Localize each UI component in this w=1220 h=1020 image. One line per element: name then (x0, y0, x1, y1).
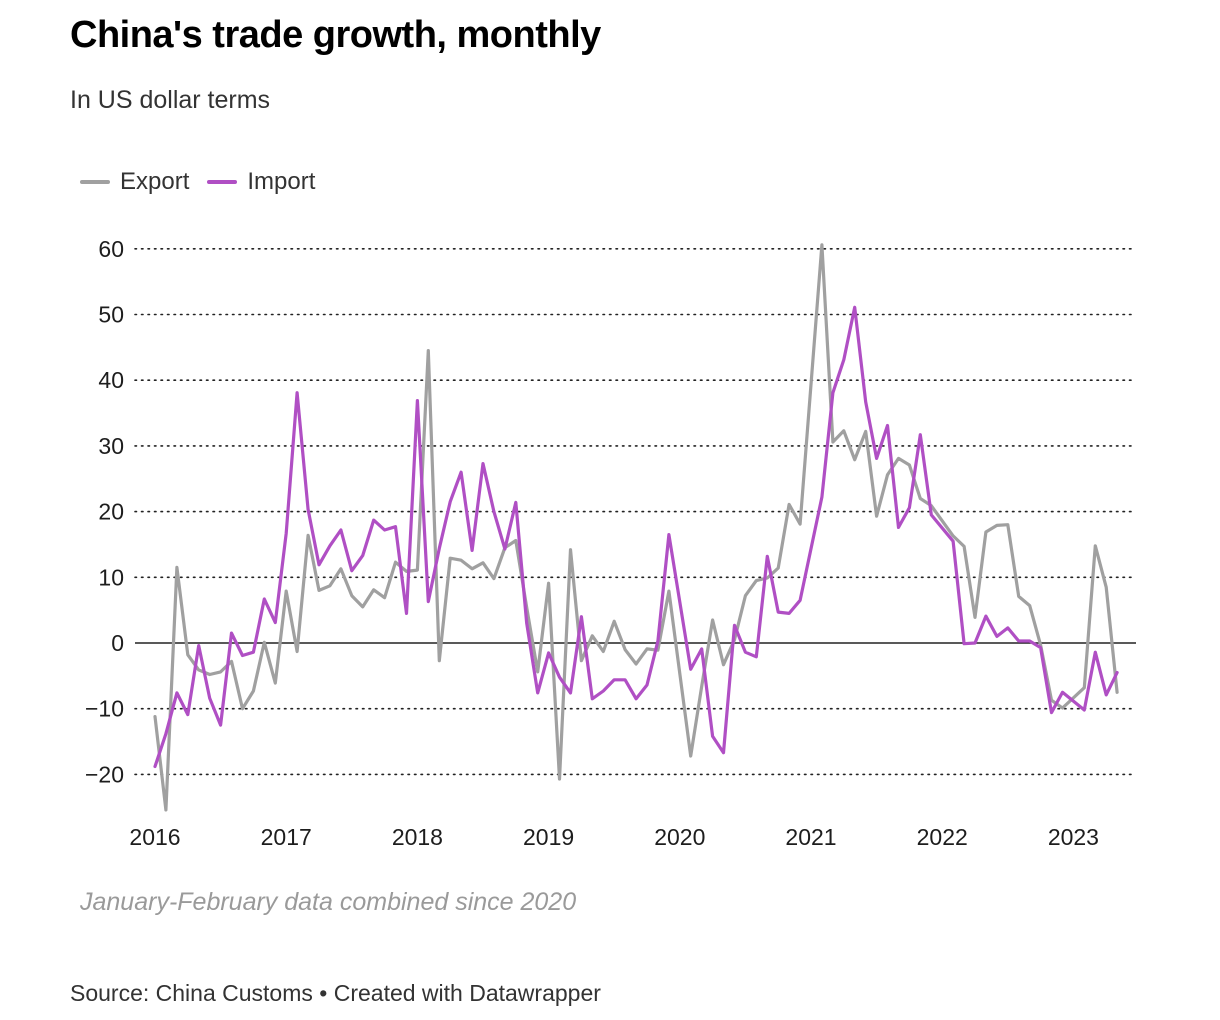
series-line-export (153, 243, 1119, 812)
y-tick-label: 50 (98, 302, 124, 328)
chart-title: China's trade growth, monthly (70, 14, 601, 56)
x-tick-label: 2023 (1048, 824, 1099, 850)
y-axis-labels: 60 50 40 30 20 10 0 −10 −20 (85, 236, 124, 788)
legend-item-export: Export (80, 168, 189, 196)
y-tick-label: 10 (98, 564, 124, 590)
y-tick-label: 20 (98, 499, 124, 525)
x-tick-label: 2021 (785, 824, 836, 850)
legend-swatch-export (80, 180, 110, 184)
x-axis-labels: 2016 2017 2018 2019 2020 2021 2022 2023 (129, 824, 1099, 850)
legend-label-import: Import (247, 168, 316, 195)
chart-note: January-February data combined since 202… (80, 888, 577, 916)
y-tick-label: 40 (98, 367, 124, 393)
y-tick-label: 0 (111, 630, 124, 656)
legend-swatch-import (207, 180, 238, 184)
x-tick-label: 2016 (129, 824, 180, 850)
x-tick-label: 2019 (523, 824, 574, 850)
y-tick-label: −10 (85, 696, 124, 722)
chart-source: Source: China Customs • Created with Dat… (70, 980, 601, 1006)
legend-label-export: Export (120, 168, 190, 195)
y-tick-label: 30 (98, 433, 124, 459)
y-tick-label: 60 (98, 236, 124, 262)
series-line-import (153, 305, 1119, 769)
series-lines (153, 243, 1119, 812)
legend-item-import: Import (207, 168, 315, 196)
x-tick-label: 2018 (392, 824, 443, 850)
x-tick-label: 2022 (917, 824, 968, 850)
chart-subtitle: In US dollar terms (70, 86, 271, 114)
y-tick-label: −20 (85, 761, 124, 787)
x-tick-label: 2017 (261, 824, 312, 850)
x-tick-label: 2020 (654, 824, 705, 850)
legend: Export Import (80, 168, 333, 196)
